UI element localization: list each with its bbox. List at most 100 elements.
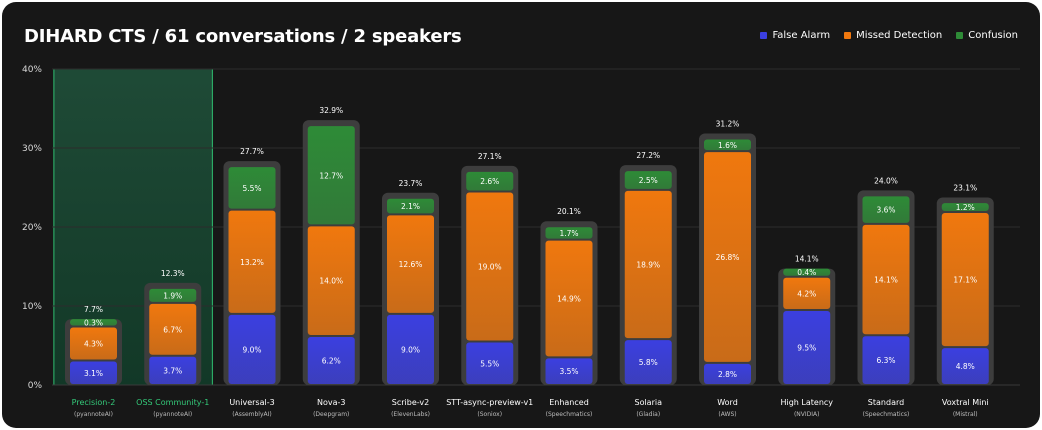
bar-segment-missed-detection-enhanced <box>545 240 593 357</box>
chart-title: DIHARD CTS / 61 conversations / 2 speake… <box>24 26 462 47</box>
bar-label-missed-detection-scribe-v2: 12.6% <box>399 260 423 269</box>
legend-swatch-false-alarm <box>760 32 768 39</box>
bar-segment-false-alarm-high-latency <box>783 310 831 384</box>
bar-segment-missed-detection-oss-community-1 <box>149 303 197 355</box>
x-tick-label-scribe-v2: Scribe-v2 <box>392 398 429 407</box>
legend-label-confusion: Confusion <box>968 30 1018 41</box>
x-tick-provider-oss-community-1: (pyannoteAI) <box>153 411 192 418</box>
bar-segment-false-alarm-solaria <box>624 340 672 384</box>
bar-segment-false-alarm-enhanced <box>545 358 593 384</box>
x-tick-label-precision-2: Precision-2 <box>72 398 116 407</box>
legend-item-confusion: Confusion <box>956 30 1018 41</box>
bar-group-word: 2.8% 26.8% 1.6% 31.2% Word (AWS) <box>699 120 756 418</box>
bar-segment-false-alarm-stt-async-preview-v1 <box>466 342 514 384</box>
x-tick-label-nova-3: Nova-3 <box>317 398 346 407</box>
bar-label-confusion-universal-3: 5.5% <box>242 184 261 193</box>
bar-group-enhanced: 3.5% 14.9% 1.7% 20.1% Enhanced (Speechmatics) <box>540 207 598 418</box>
legend-item-false-alarm: False Alarm <box>760 30 830 41</box>
bar-label-missed-detection-standard: 14.1% <box>874 276 898 285</box>
bar-segment-confusion-solaria <box>624 171 672 189</box>
bar-label-confusion-word: 1.6% <box>718 141 737 150</box>
bar-label-confusion-voxtral-mini: 1.2% <box>956 203 975 212</box>
bar-label-false-alarm-stt-async-preview-v1: 5.5% <box>480 359 499 368</box>
bar-label-confusion-nova-3: 12.7% <box>319 171 343 180</box>
bar-label-false-alarm-precision-2: 3.1% <box>84 369 103 378</box>
y-tick-label-30: 30% <box>22 144 42 154</box>
bar-segment-false-alarm-scribe-v2 <box>387 314 434 384</box>
x-tick-label-word: Word <box>717 398 738 407</box>
bar-label-missed-detection-enhanced: 14.9% <box>557 294 581 303</box>
bar-label-false-alarm-scribe-v2: 9.0% <box>401 345 420 354</box>
x-tick-provider-precision-2: (pyannoteAI) <box>74 411 113 418</box>
bar-label-false-alarm-nova-3: 6.2% <box>322 357 341 366</box>
bar-segment-false-alarm-voxtral-mini <box>941 348 989 384</box>
bar-label-confusion-standard: 3.6% <box>876 206 895 215</box>
total-label-nova-3: 32.9% <box>319 106 343 115</box>
legend-label-missed-detection: Missed Detection <box>856 30 943 41</box>
x-tick-provider-stt-async-preview-v1: (Soniox) <box>477 411 502 418</box>
bar-label-confusion-enhanced: 1.7% <box>559 229 578 238</box>
bar-segment-confusion-scribe-v2 <box>387 198 434 214</box>
bar-label-missed-detection-oss-community-1: 6.7% <box>163 325 182 334</box>
bar-label-false-alarm-voxtral-mini: 4.8% <box>956 362 975 371</box>
bar-segment-missed-detection-high-latency <box>783 277 831 309</box>
x-tick-provider-voxtral-mini: (Mistral) <box>953 411 978 418</box>
legend: False Alarm Missed Detection Confusion <box>760 30 1018 41</box>
x-tick-label-stt-async-preview-v1: STT-async-preview-v1 <box>446 398 533 407</box>
total-label-enhanced: 20.1% <box>557 207 581 216</box>
bar-label-false-alarm-enhanced: 3.5% <box>559 367 578 376</box>
y-tick-label-10: 10% <box>22 302 42 312</box>
bar-label-false-alarm-universal-3: 9.0% <box>242 345 261 354</box>
bar-label-false-alarm-high-latency: 9.5% <box>797 343 816 352</box>
bar-label-missed-detection-nova-3: 14.0% <box>319 277 343 286</box>
x-tick-label-oss-community-1: OSS Community-1 <box>136 398 209 407</box>
x-tick-label-solaria: Solaria <box>634 398 662 407</box>
bar-segment-missed-detection-universal-3 <box>228 210 276 313</box>
bar-segment-missed-detection-stt-async-preview-v1 <box>466 192 514 341</box>
bar-segment-missed-detection-scribe-v2 <box>387 215 434 313</box>
x-tick-provider-solaria: (Gladia) <box>636 411 660 418</box>
bar-segment-false-alarm-universal-3 <box>228 314 276 384</box>
bar-label-false-alarm-word: 2.8% <box>718 370 737 379</box>
bar-label-missed-detection-stt-async-preview-v1: 19.0% <box>478 263 502 272</box>
bar-group-nova-3: 6.2% 14.0% 12.7% 32.9% Nova-3 (Deepgram) <box>302 106 360 418</box>
bar-group-stt-async-preview-v1: 5.5% 19.0% 2.6% 27.1% STT-async-preview-v1 (S… <box>446 152 533 418</box>
x-tick-label-standard: Standard <box>868 398 904 407</box>
total-label-stt-async-preview-v1: 27.1% <box>478 152 502 161</box>
legend-swatch-missed-detection <box>844 32 852 39</box>
bar-label-confusion-stt-async-preview-v1: 2.6% <box>480 177 499 186</box>
x-tick-provider-universal-3: (AssemblyAI) <box>232 411 271 418</box>
total-label-word: 31.2% <box>716 120 740 129</box>
x-tick-label-high-latency: High Latency <box>780 398 833 407</box>
total-label-standard: 24.0% <box>874 176 898 185</box>
legend-swatch-confusion <box>956 32 964 39</box>
bar-segment-missed-detection-standard <box>862 224 910 335</box>
bar-label-missed-detection-word: 26.8% <box>716 253 740 262</box>
bar-label-confusion-solaria: 2.5% <box>639 176 658 185</box>
bar-label-false-alarm-standard: 6.3% <box>876 356 895 365</box>
bar-segment-false-alarm-nova-3 <box>307 337 355 384</box>
x-tick-label-enhanced: Enhanced <box>549 398 589 407</box>
bar-group-oss-community-1: 3.7% 6.7% 1.9% 12.3% OSS Community-1 (pyannot… <box>136 269 209 418</box>
bar-label-false-alarm-oss-community-1: 3.7% <box>163 366 182 375</box>
bar-segment-missed-detection-solaria <box>624 190 672 339</box>
bar-segment-confusion-high-latency <box>783 268 831 276</box>
bar-label-confusion-high-latency: 0.4% <box>797 268 816 277</box>
total-label-precision-2: 7.7% <box>84 305 103 314</box>
bar-segment-confusion-voxtral-mini <box>941 203 989 211</box>
bar-label-confusion-precision-2: 0.3% <box>84 318 103 327</box>
bar-segment-confusion-precision-2 <box>70 319 117 326</box>
bar-label-missed-detection-voxtral-mini: 17.1% <box>953 276 977 285</box>
bar-segment-missed-detection-voxtral-mini <box>941 212 989 347</box>
y-tick-label-0: 0% <box>28 381 43 391</box>
bar-group-standard: 6.3% 14.1% 3.6% 24.0% Standard (Speechmatics) <box>857 176 915 418</box>
bar-group-scribe-v2: 9.0% 12.6% 2.1% 23.7% Scribe-v2 (ElevenLabs) <box>382 179 439 418</box>
bar-segment-missed-detection-precision-2 <box>70 327 117 360</box>
total-label-oss-community-1: 12.3% <box>161 269 185 278</box>
bar-segment-confusion-nova-3 <box>307 126 355 225</box>
total-label-high-latency: 14.1% <box>795 255 819 264</box>
bar-segment-confusion-stt-async-preview-v1 <box>466 171 514 191</box>
bar-group-solaria: 5.8% 18.9% 2.5% 27.2% Solaria (Gladia) <box>619 151 677 418</box>
bar-segment-false-alarm-oss-community-1 <box>149 356 197 384</box>
